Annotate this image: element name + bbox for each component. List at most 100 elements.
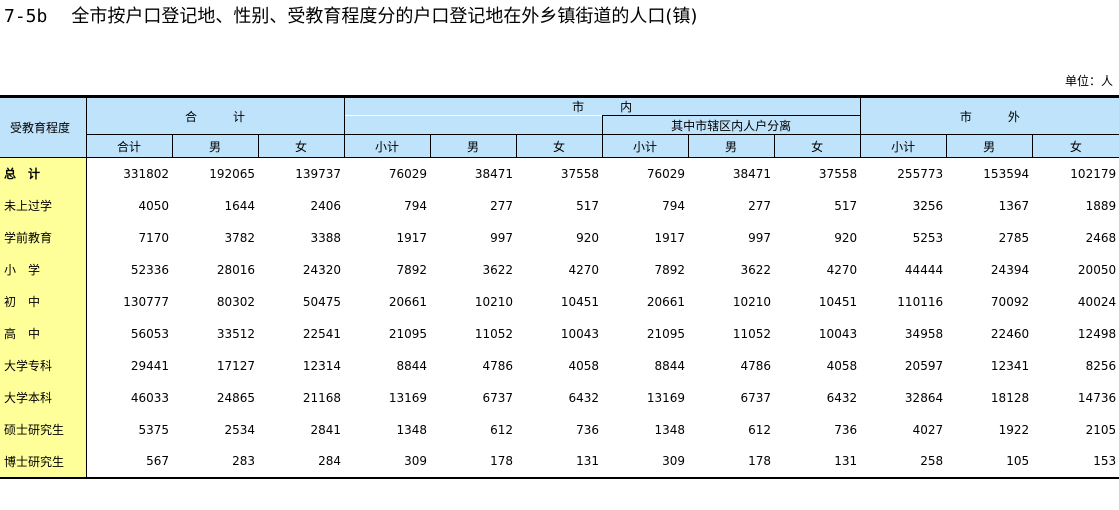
- table-cell: 5375: [138, 422, 169, 437]
- table-cell: 3782: [224, 230, 255, 245]
- unit-label: 单位：人: [1064, 74, 1113, 88]
- table-cell: 4050: [138, 198, 169, 213]
- row-label: 学前教育: [0, 221, 87, 254]
- table-cell: 612: [748, 422, 772, 437]
- table-cell: 920: [576, 230, 600, 245]
- table-cell: 10451: [560, 294, 600, 309]
- row-label: 大学专科: [0, 349, 87, 382]
- table-cell: 1889: [1085, 198, 1117, 213]
- table-body: 总 计 331802 192065 139737 76029 38471 37558 7602…: [0, 157, 1119, 479]
- column-header: 小计: [343, 134, 431, 158]
- table-cell: 12341: [990, 358, 1030, 373]
- table-cell: 18128: [990, 390, 1030, 405]
- table-cell: 20661: [388, 294, 428, 309]
- table-cell: 6737: [740, 390, 772, 405]
- table-cell: 192065: [209, 166, 255, 181]
- table-cell: 4270: [568, 262, 600, 277]
- table-cell: 21095: [388, 326, 428, 341]
- table-row: 学前教育 7170 3782 3388 1917 997 920 1917 997 920 5253…: [0, 221, 1119, 254]
- column-header: 女: [515, 134, 603, 158]
- table-cell: 20661: [646, 294, 686, 309]
- table-cell: 32864: [904, 390, 944, 405]
- table-cell: 22541: [302, 326, 342, 341]
- table-cell: 13169: [646, 390, 686, 405]
- table-cell: 38471: [732, 166, 772, 181]
- table-cell: 2406: [310, 198, 342, 213]
- table-cell: 44444: [904, 262, 944, 277]
- table-cell: 7892: [396, 262, 428, 277]
- table-cell: 8844: [396, 358, 428, 373]
- table-row: 初 中 130777 80302 50475 20661 10210 10451 20661 1…: [0, 285, 1119, 318]
- table-cell: 105: [946, 445, 1033, 479]
- row-label: 未上过学: [0, 189, 87, 222]
- group-header-city-inside: 市 内: [343, 95, 861, 116]
- table-cell: 331802: [123, 166, 169, 181]
- table-cell: 567: [86, 445, 172, 479]
- table-cell: 517: [834, 198, 858, 213]
- table-cell: 2468: [1085, 230, 1117, 245]
- table-cell: 3622: [740, 262, 772, 277]
- table-cell: 736: [834, 422, 858, 437]
- table-cell: 153: [1032, 445, 1119, 479]
- table-cell: 1348: [654, 422, 686, 437]
- table-cell: 50475: [302, 294, 342, 309]
- table-cell: 612: [490, 422, 514, 437]
- table-cell: 997: [490, 230, 514, 245]
- row-label: 初 中: [0, 285, 87, 318]
- table-cell: 13169: [388, 390, 428, 405]
- group-header-city-sub: 其中市辖区内人户分离: [601, 115, 861, 135]
- column-header: 男: [171, 134, 258, 158]
- table-cell: 130777: [123, 294, 169, 309]
- column-header: 男: [687, 134, 775, 158]
- table-cell: 6432: [568, 390, 600, 405]
- table-cell: 178: [688, 445, 775, 479]
- table-row: 未上过学 4050 1644 2406 794 277 517 794 277 517 3256 13…: [0, 189, 1119, 222]
- column-header: 男: [945, 134, 1033, 158]
- table-cell: 12314: [302, 358, 342, 373]
- table-cell: 76029: [646, 166, 686, 181]
- table-cell: 3256: [912, 198, 944, 213]
- table-cell: 283: [172, 445, 258, 479]
- column-header: 女: [257, 134, 345, 158]
- table-cell: 178: [430, 445, 517, 479]
- table-row: 博士研究生 567 283 284 309 178 131 309 178 131 258 105 15…: [0, 445, 1119, 479]
- table-cell: 2785: [998, 230, 1030, 245]
- table-cell: 40024: [1077, 294, 1117, 309]
- table-cell: 139737: [295, 166, 342, 181]
- table-cell: 102179: [1070, 166, 1117, 181]
- table-cell: 997: [748, 230, 772, 245]
- group-header-city-inside-blank: [343, 115, 603, 135]
- row-label: 硕士研究生: [0, 413, 87, 446]
- table-cell: 4058: [826, 358, 858, 373]
- table-title-text: 全市按户口登记地、性别、受教育程度分的户口登记地在外乡镇街道的人口(镇): [71, 6, 698, 27]
- table-header: 受教育程度 合 计 市 内 市 外 其中市辖区内人户分离 合计 男 女 小计 男…: [0, 95, 1119, 158]
- table-cell: 24865: [216, 390, 255, 405]
- column-header: 女: [773, 134, 861, 158]
- group-header-total: 合 计: [86, 95, 345, 135]
- table-cell: 2841: [310, 422, 342, 437]
- row-label: 高 中: [0, 317, 87, 350]
- table-cell: 10043: [818, 326, 858, 341]
- table-cell: 2534: [224, 422, 255, 437]
- column-header: 小计: [601, 134, 689, 158]
- table-cell: 46033: [130, 390, 169, 405]
- table-cell: 22460: [990, 326, 1030, 341]
- group-header-city-outside: 市 外: [859, 95, 1119, 135]
- table-cell: 131: [516, 445, 603, 479]
- table-cell: 4786: [482, 358, 514, 373]
- row-label: 博士研究生: [0, 445, 87, 479]
- table-cell: 12498: [1077, 326, 1117, 341]
- table-code: 7-5b: [4, 6, 48, 27]
- table-cell: 309: [344, 445, 431, 479]
- table-cell: 3622: [482, 262, 514, 277]
- table-cell: 24320: [302, 262, 342, 277]
- column-header: 合计: [86, 134, 172, 158]
- table-cell: 33512: [216, 326, 255, 341]
- table-cell: 20597: [904, 358, 944, 373]
- table-cell: 277: [748, 198, 772, 213]
- table-cell: 38471: [474, 166, 514, 181]
- table-cell: 8844: [654, 358, 686, 373]
- table-cell: 10451: [818, 294, 858, 309]
- row-label: 小 学: [0, 253, 87, 286]
- column-header: 小计: [859, 134, 947, 158]
